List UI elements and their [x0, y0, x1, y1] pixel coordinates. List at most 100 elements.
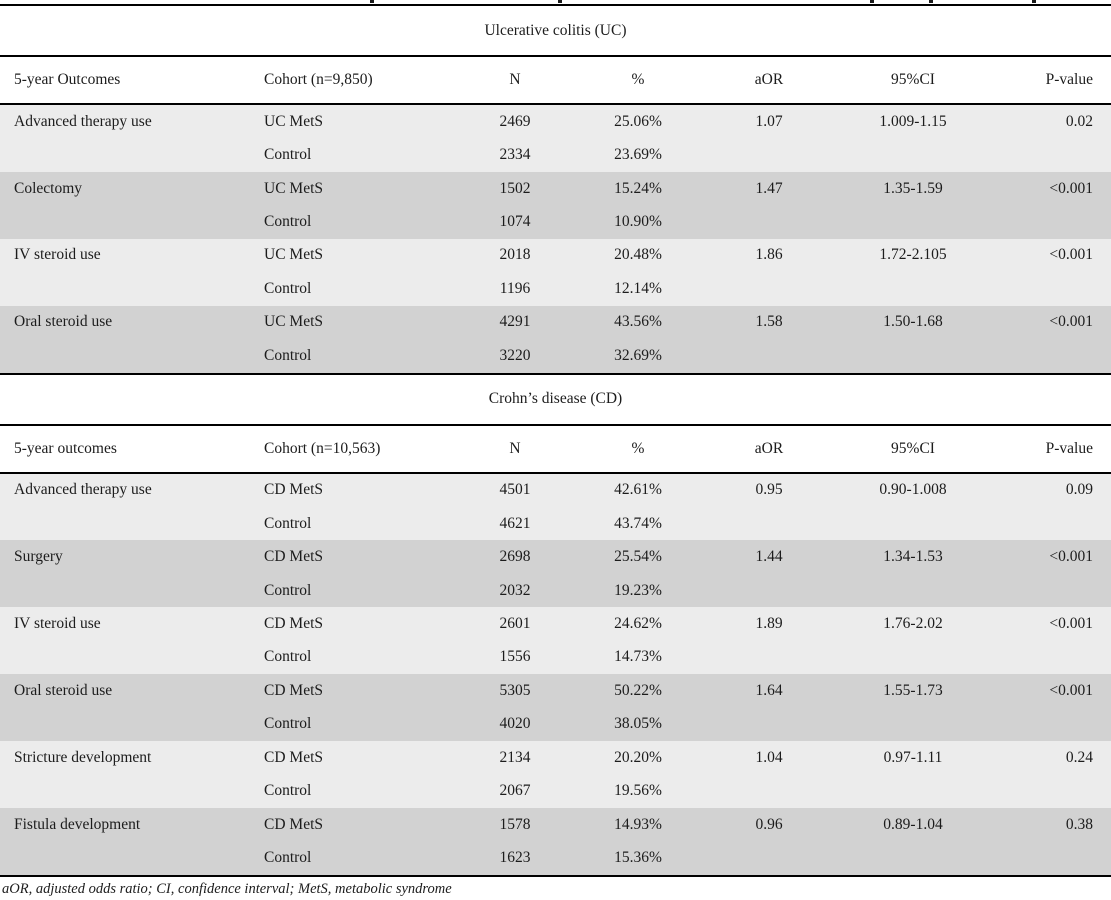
outcome-cell: Advanced therapy use	[14, 112, 152, 130]
percent-cell: 10.90%	[614, 213, 662, 231]
cohort-cell: UC MetS	[264, 246, 323, 264]
n-cell: 2469	[499, 112, 531, 130]
p-value-cell: 0.24	[1065, 748, 1093, 766]
cohort-cell: CD MetS	[264, 614, 323, 632]
n-cell: 1074	[499, 213, 531, 231]
cohort-cell: CD MetS	[264, 681, 323, 699]
percent-cell: 19.56%	[614, 782, 662, 800]
percent-cell: 14.93%	[614, 815, 662, 833]
cohort-cell: Control	[264, 346, 312, 364]
p-value-cell: 0.02	[1065, 112, 1093, 130]
percent-cell: 15.24%	[614, 179, 662, 197]
outcome-cell: Oral steroid use	[14, 681, 113, 699]
cohort-cell: Control	[264, 782, 312, 800]
table-footnote: aOR, adjusted odds ratio; CI, confidence…	[2, 880, 452, 897]
outcome-cell: Advanced therapy use	[14, 481, 152, 499]
percent-cell: 19.23%	[614, 581, 662, 599]
column-header: P-value	[1045, 439, 1093, 457]
p-value-cell: <0.001	[1049, 548, 1093, 566]
table-row: Control 1196 12.14%	[0, 272, 1111, 305]
ci-cell: 1.55-1.73	[883, 681, 943, 699]
aor-cell: 1.58	[755, 313, 783, 331]
table-row: Stricture development CD MetS 2134 20.20% 1.…	[0, 741, 1111, 774]
column-header: aOR	[754, 71, 784, 88]
table-row: Surgery CD MetS 2698 25.54% 1.44 1.34-1.53 <0.…	[0, 540, 1111, 573]
cohort-cell: Control	[264, 715, 312, 733]
table-row: Control 1556 14.73%	[0, 641, 1111, 674]
table-row: Fistula development CD MetS 1578 14.93% 0.96…	[0, 808, 1111, 841]
column-header: Cohort (n=9,850)	[264, 71, 373, 88]
cohort-cell: CD MetS	[264, 481, 323, 499]
cohort-cell: UC MetS	[264, 179, 323, 197]
cohort-cell: UC MetS	[264, 313, 323, 331]
column-header: P-value	[1045, 71, 1093, 88]
n-cell: 2601	[499, 614, 531, 632]
aor-cell: 0.95	[755, 481, 783, 499]
percent-cell: 25.54%	[614, 548, 662, 566]
aor-cell: 1.44	[755, 548, 783, 566]
n-cell: 2334	[499, 146, 531, 164]
outcome-cell: IV steroid use	[14, 614, 101, 632]
ci-cell: 1.72-2.105	[879, 246, 947, 264]
table-row: Control 4621 43.74%	[0, 507, 1111, 540]
ci-cell: 1.76-2.02	[883, 614, 943, 632]
n-cell: 1502	[499, 179, 531, 197]
outcome-group: Advanced therapy use CD MetS 4501 42.61% 0.9…	[0, 473, 1111, 541]
aor-cell: 1.64	[755, 681, 783, 699]
p-value-cell: 0.09	[1065, 481, 1093, 499]
column-header: 95%CI	[891, 71, 935, 88]
section-rows: Advanced therapy use CD MetS 4501 42.61% 0.9…	[0, 473, 1111, 877]
outcome-group: Colectomy UC MetS 1502 15.24% 1.47 1.35-1.59 <…	[0, 171, 1111, 239]
n-cell: 2018	[499, 246, 531, 264]
caption-descender-fragment	[870, 0, 874, 3]
table-row: Control 2032 19.23%	[0, 574, 1111, 607]
table-row: Advanced therapy use CD MetS 4501 42.61% 0.9…	[0, 474, 1111, 507]
aor-cell: 1.07	[755, 112, 783, 130]
percent-cell: 14.73%	[614, 648, 662, 666]
column-header: %	[631, 439, 645, 457]
table-row: Control 2334 23.69%	[0, 138, 1111, 171]
aor-cell: 1.89	[755, 614, 783, 632]
outcome-cell: IV steroid use	[14, 246, 101, 264]
aor-cell: 0.96	[755, 815, 783, 833]
column-header: N	[509, 71, 521, 88]
cohort-cell: CD MetS	[264, 548, 323, 566]
p-value-cell: <0.001	[1049, 313, 1093, 331]
section-title: Crohn’s disease (CD)	[0, 374, 1111, 426]
outcome-group: IV steroid use UC MetS 2018 20.48% 1.86 1.72-…	[0, 238, 1111, 306]
column-header: %	[631, 71, 645, 88]
percent-cell: 43.74%	[614, 514, 662, 532]
cropped-caption-fragments	[0, 0, 1111, 4]
percent-cell: 20.20%	[614, 748, 662, 766]
percent-cell: 43.56%	[614, 313, 662, 331]
table-top-rule	[0, 4, 1111, 6]
aor-cell: 1.04	[755, 748, 783, 766]
percent-cell: 50.22%	[614, 681, 662, 699]
table-header-row: 5-year outcomes Cohort (n=10,563) N% aOR 95%…	[0, 425, 1111, 474]
column-header: 5-year outcomes	[14, 439, 117, 457]
n-cell: 4501	[499, 481, 531, 499]
column-header: Cohort (n=10,563)	[264, 439, 381, 457]
column-header: N	[509, 439, 521, 457]
cohort-cell: Control	[264, 514, 312, 532]
cohort-cell: Control	[264, 581, 312, 599]
n-cell: 4020	[499, 715, 531, 733]
outcome-group: Stricture development CD MetS 2134 20.20% 1.…	[0, 741, 1111, 808]
n-cell: 2032	[499, 581, 531, 599]
n-cell: 1196	[499, 279, 531, 297]
n-cell: 3220	[499, 346, 531, 364]
outcome-group: Surgery CD MetS 2698 25.54% 1.44 1.34-1.53 <0.…	[0, 540, 1111, 608]
n-cell: 5305	[499, 681, 531, 699]
p-value-cell: <0.001	[1049, 614, 1093, 632]
cohort-cell: Control	[264, 146, 312, 164]
ci-cell: 1.50-1.68	[883, 313, 943, 331]
percent-cell: 42.61%	[614, 481, 662, 499]
caption-descender-fragment	[929, 0, 933, 3]
ci-cell: 0.89-1.04	[883, 815, 943, 833]
column-header: 5-year Outcomes	[14, 71, 121, 88]
n-cell: 4621	[499, 514, 531, 532]
aor-cell: 1.86	[755, 246, 783, 264]
percent-cell: 38.05%	[614, 715, 662, 733]
cohort-cell: UC MetS	[264, 112, 323, 130]
percent-cell: 12.14%	[614, 279, 662, 297]
